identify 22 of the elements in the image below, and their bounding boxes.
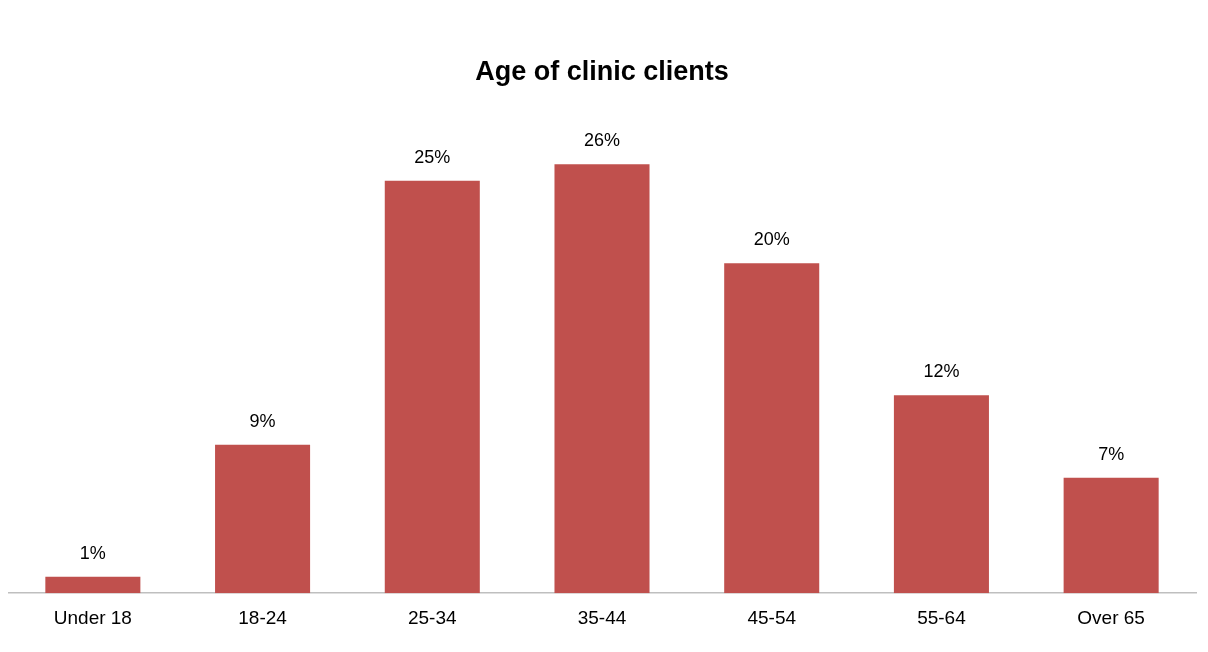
x-tick-label: Over 65 [1077, 606, 1145, 628]
x-tick-label: Under 18 [53, 606, 132, 628]
x-tick-label: 18-24 [238, 606, 288, 628]
data-label: 12% [923, 361, 960, 382]
bar [1063, 477, 1159, 594]
bar [724, 263, 820, 594]
x-tick-label: 55-64 [917, 606, 967, 628]
x-tick-label: 45-54 [747, 606, 797, 628]
x-tick-label: 25-34 [407, 606, 458, 628]
bar [554, 164, 650, 594]
chart-title: Age of clinic clients [475, 55, 729, 86]
x-tick-label: 35-44 [577, 606, 627, 628]
data-label: 7% [1098, 443, 1125, 464]
bar [384, 180, 480, 594]
bar [215, 444, 311, 594]
bar [893, 395, 989, 594]
data-label: 26% [583, 130, 621, 151]
data-label: 9% [249, 410, 276, 431]
data-label: 1% [79, 542, 106, 563]
bar [45, 576, 141, 594]
data-label: 20% [753, 229, 790, 250]
data-label: 25% [414, 146, 451, 167]
